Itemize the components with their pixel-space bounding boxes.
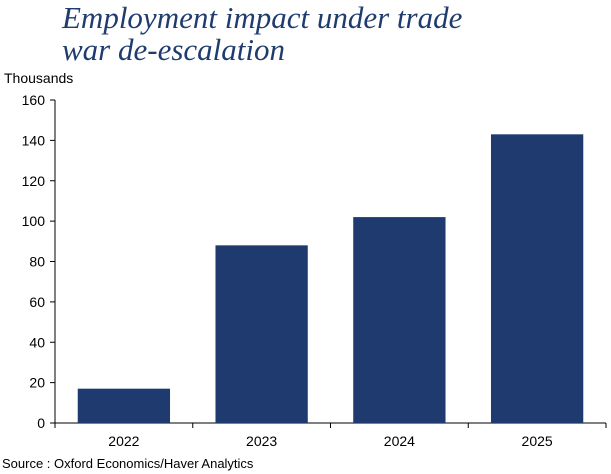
bar-2023: [215, 245, 308, 423]
chart-title-line-1: Employment impact under trade: [62, 0, 463, 35]
chart-title-line-2: war de-escalation: [62, 32, 285, 67]
y-tick-label: 60: [29, 294, 45, 310]
y-tick-label: 160: [22, 92, 46, 108]
y-tick-label: 120: [22, 173, 46, 189]
x-tick-label: 2025: [522, 433, 553, 449]
x-tick-label: 2023: [246, 433, 277, 449]
bar-2022: [77, 388, 171, 423]
y-tick-label: 100: [22, 213, 46, 229]
chart-title: Employment impact under trade war de-esc…: [62, 2, 602, 66]
bar-2025: [490, 134, 584, 423]
bar-2024: [353, 217, 446, 423]
y-tick-label: 20: [29, 375, 45, 391]
source-note: Source : Oxford Economics/Haver Analytic…: [2, 456, 254, 471]
x-tick-label: 2022: [108, 433, 139, 449]
y-tick-label: 80: [29, 254, 45, 270]
y-tick-label: 0: [37, 415, 45, 431]
y-axis-unit-label: Thousands: [4, 70, 74, 86]
y-tick-label: 40: [29, 334, 45, 350]
y-tick-label: 140: [22, 132, 46, 148]
x-tick-label: 2024: [384, 433, 415, 449]
